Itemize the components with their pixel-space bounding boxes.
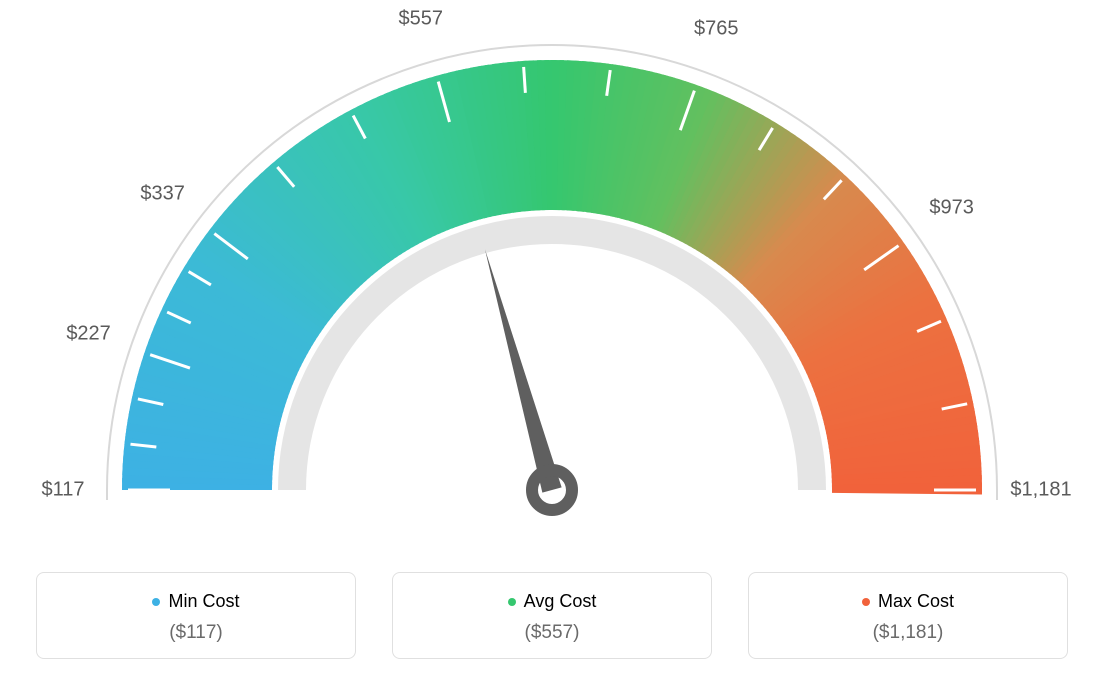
legend-card-avg: Avg Cost ($557) <box>392 572 712 659</box>
gauge-tick-label: $557 <box>399 7 444 30</box>
gauge-tick-label: $337 <box>140 183 185 206</box>
legend-title-max: Max Cost <box>862 591 954 612</box>
legend-label-min: Min Cost <box>168 591 239 612</box>
legend-row: Min Cost ($117) Avg Cost ($557) Max Cost… <box>0 572 1104 659</box>
legend-dot-min <box>152 598 160 606</box>
gauge-tick-label: $117 <box>41 479 84 502</box>
legend-card-max: Max Cost ($1,181) <box>748 572 1068 659</box>
legend-label-max: Max Cost <box>878 591 954 612</box>
gauge-tick-label: $227 <box>66 322 111 345</box>
legend-dot-max <box>862 598 870 606</box>
legend-label-avg: Avg Cost <box>524 591 597 612</box>
legend-card-min: Min Cost ($117) <box>36 572 356 659</box>
gauge-chart <box>0 0 1104 560</box>
gauge-tick-label: $973 <box>929 197 974 220</box>
legend-dot-avg <box>508 598 516 606</box>
legend-value-max: ($1,181) <box>769 622 1047 644</box>
gauge-tick-label: $1,181 <box>1010 479 1071 502</box>
legend-value-avg: ($557) <box>413 622 691 644</box>
legend-value-min: ($117) <box>57 622 335 644</box>
gauge-container: $117 $227 $337 $557 $765 $973 $1,181 <box>0 0 1104 560</box>
gauge-tick-label: $765 <box>694 18 739 41</box>
legend-title-avg: Avg Cost <box>508 591 597 612</box>
legend-title-min: Min Cost <box>152 591 239 612</box>
